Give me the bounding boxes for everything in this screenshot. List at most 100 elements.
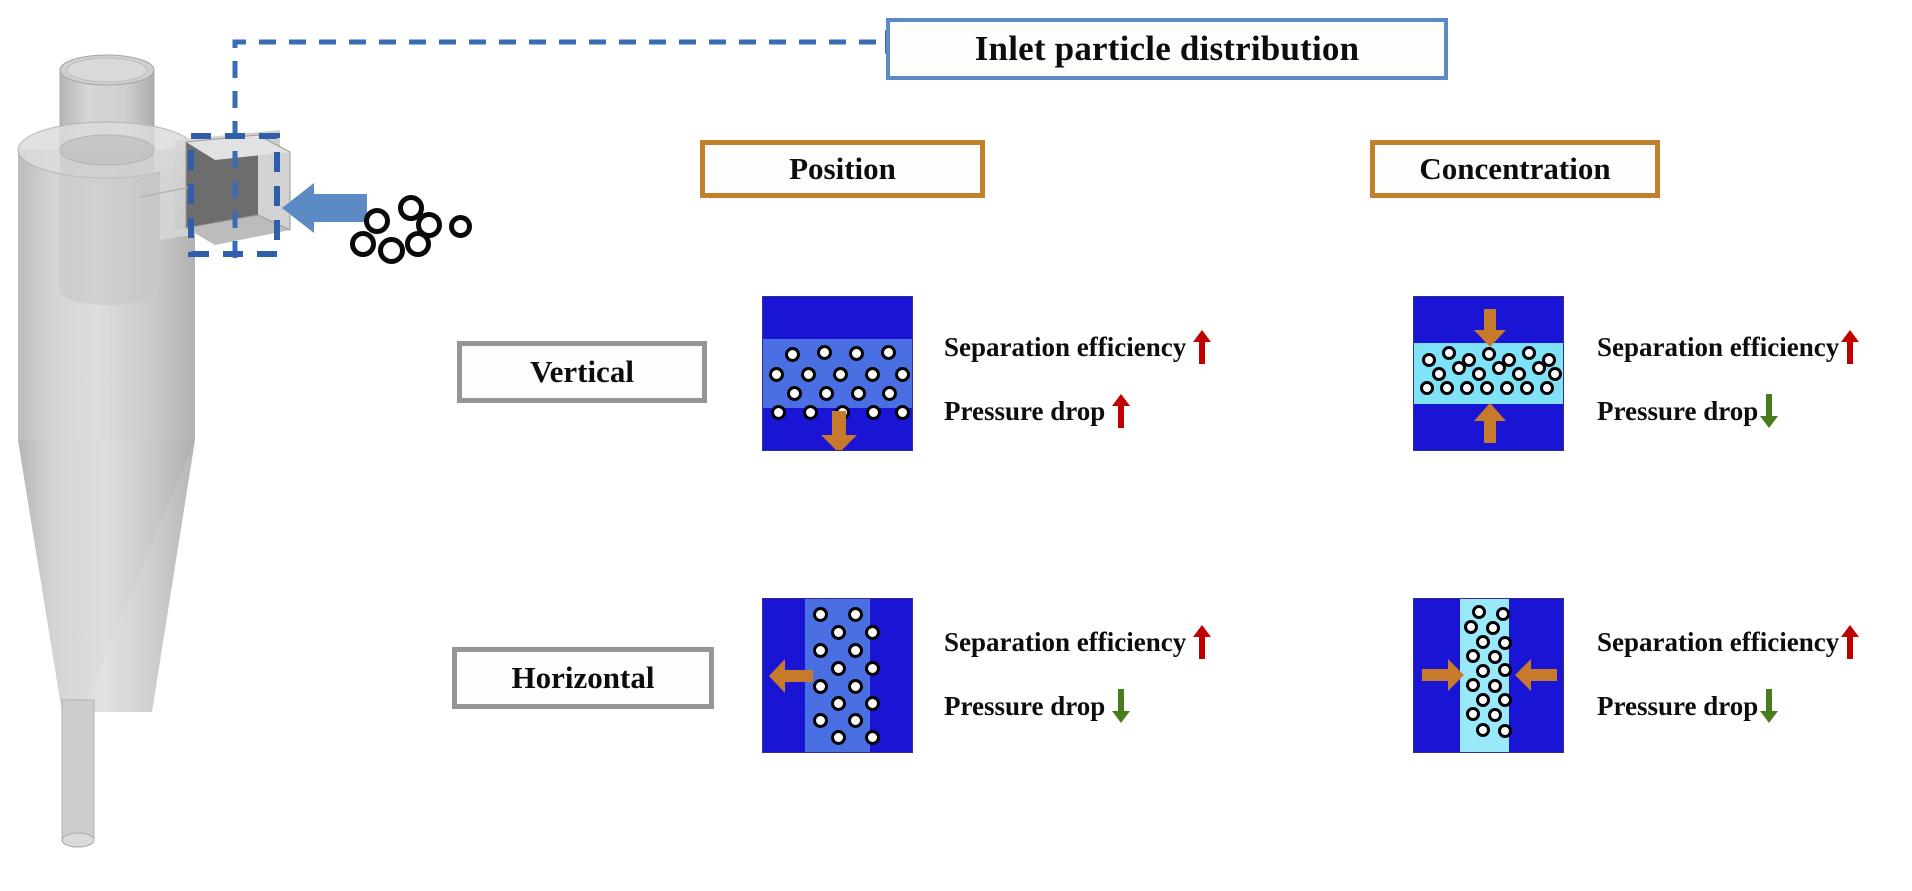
particle-ring xyxy=(405,231,431,257)
particle-dot xyxy=(831,730,846,745)
cell-panel-concentration-horizontal xyxy=(1413,598,1564,753)
particle-dot xyxy=(831,696,846,711)
particle-dot xyxy=(1442,346,1456,360)
trend-arrow-down xyxy=(1112,689,1131,723)
metric-pressure-drop: Pressure drop xyxy=(944,689,1211,723)
particle-ring xyxy=(364,208,390,234)
particle-dot xyxy=(1476,693,1490,707)
particle-dot xyxy=(1520,381,1534,395)
particle-dot xyxy=(865,367,880,382)
inlet-highlight-box xyxy=(188,133,280,257)
metric-pressure-drop: Pressure drop xyxy=(1597,689,1859,723)
particle-dot xyxy=(1492,361,1506,375)
particle-ring xyxy=(416,212,442,238)
particle-ring xyxy=(378,237,405,264)
particle-ring xyxy=(398,195,424,221)
row-label-horizontal-text: Horizontal xyxy=(511,660,655,695)
particle-dot xyxy=(1472,367,1486,381)
particle-dot xyxy=(1512,367,1526,381)
particle-dot xyxy=(1460,381,1474,395)
metrics-concentration-horizontal: Separation efficiency Pressure drop xyxy=(1597,625,1860,723)
metric-pressure-drop: Pressure drop xyxy=(1597,394,1859,428)
metric-separation-efficiency: Separation efficiency xyxy=(1597,330,1860,364)
metric-label-pressure-drop: Pressure drop xyxy=(1597,395,1759,426)
column-header-concentration: Concentration xyxy=(1370,140,1660,198)
particle-dot xyxy=(1498,636,1512,650)
metric-label-separation-efficiency: Separation efficiency xyxy=(944,626,1187,657)
particle-dot xyxy=(1498,693,1512,707)
particle-dot xyxy=(1472,605,1486,619)
particle-dot xyxy=(848,607,863,622)
particle-dot xyxy=(1500,381,1514,395)
column-header-position: Position xyxy=(700,140,985,198)
particle-dot xyxy=(882,386,897,401)
particle-dot xyxy=(849,346,864,361)
particle-dot xyxy=(1476,635,1490,649)
particle-dot xyxy=(813,679,828,694)
metric-label-separation-efficiency: Separation efficiency xyxy=(944,331,1187,362)
flow-arrow-left xyxy=(769,659,813,693)
particle-dot xyxy=(1480,381,1494,395)
metric-label-pressure-drop: Pressure drop xyxy=(944,690,1106,721)
metrics-position-horizontal: Separation efficiency Pressure drop xyxy=(944,625,1212,723)
particle-dot xyxy=(866,405,881,420)
particle-dot xyxy=(1540,381,1554,395)
trend-arrow-up xyxy=(1193,625,1212,659)
row-label-vertical-text: Vertical xyxy=(530,354,634,389)
metrics-concentration-vertical: Separation efficiency Pressure drop xyxy=(1597,330,1860,428)
inlet-particle-cluster xyxy=(350,195,500,295)
metrics-position-vertical: Separation efficiency Pressure drop xyxy=(944,330,1212,428)
particle-dot xyxy=(813,713,828,728)
particle-dot xyxy=(1420,381,1434,395)
cell-panel-concentration-vertical xyxy=(1413,296,1564,451)
particle-dot xyxy=(1462,353,1476,367)
particle-dot xyxy=(865,696,880,711)
particle-dot xyxy=(831,661,846,676)
particle-dot xyxy=(1532,361,1546,375)
particle-dot xyxy=(895,367,910,382)
metric-label-pressure-drop: Pressure drop xyxy=(1597,690,1759,721)
flow-arrow-up xyxy=(1472,403,1508,443)
metric-separation-efficiency: Separation efficiency xyxy=(1597,625,1860,659)
particle-dot xyxy=(817,345,832,360)
particle-dot xyxy=(1422,353,1436,367)
trend-arrow-up xyxy=(1193,330,1212,364)
flow-arrow-down xyxy=(819,411,859,450)
particle-dot xyxy=(831,625,846,640)
particle-dot xyxy=(851,386,866,401)
flow-arrow-left xyxy=(1515,659,1557,691)
metric-label-separation-efficiency: Separation efficiency xyxy=(1597,626,1840,657)
particle-dot xyxy=(1498,663,1512,677)
metric-separation-efficiency: Separation efficiency xyxy=(944,330,1212,364)
particle-dot xyxy=(769,367,784,382)
particle-ring xyxy=(350,231,376,257)
cell-panel-position-vertical xyxy=(762,296,913,451)
flow-arrow-down xyxy=(1472,309,1508,347)
row-label-vertical: Vertical xyxy=(457,341,707,403)
particle-dot xyxy=(1440,381,1454,395)
flow-arrow-right xyxy=(1422,659,1464,691)
metric-label-pressure-drop: Pressure drop xyxy=(944,395,1106,426)
trend-arrow-down xyxy=(1760,394,1779,428)
trend-arrow-down xyxy=(1760,689,1779,723)
particle-dot xyxy=(1548,367,1562,381)
particle-dot xyxy=(1502,353,1516,367)
trend-arrow-up xyxy=(1841,625,1860,659)
particle-dot xyxy=(865,625,880,640)
particle-dot xyxy=(1498,724,1512,738)
particle-dot xyxy=(801,367,816,382)
particle-dot xyxy=(1476,664,1490,678)
particle-dot xyxy=(1466,678,1480,692)
particle-dot xyxy=(813,643,828,658)
particle-dot xyxy=(1488,708,1502,722)
particle-dot xyxy=(819,386,834,401)
particle-dot xyxy=(1488,650,1502,664)
particle-dot xyxy=(1486,621,1500,635)
particle-dot xyxy=(813,607,828,622)
page-title: Inlet particle distribution xyxy=(974,29,1360,68)
particle-dot xyxy=(895,405,910,420)
metric-label-separation-efficiency: Separation efficiency xyxy=(1597,331,1840,362)
cyclone-separator-illustration xyxy=(0,40,430,886)
inlet-flow-arrow xyxy=(282,183,367,233)
particle-dot xyxy=(787,386,802,401)
